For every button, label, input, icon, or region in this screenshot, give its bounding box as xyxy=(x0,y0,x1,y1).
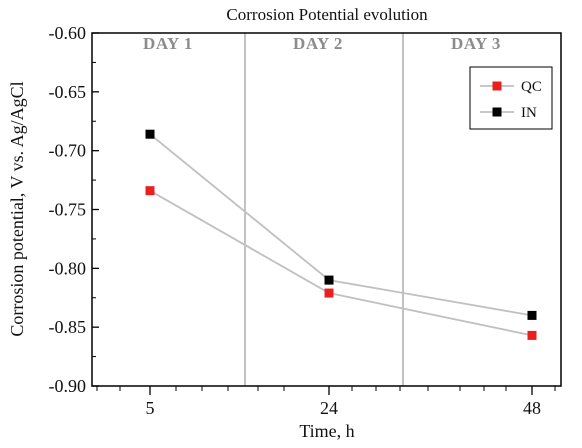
legend-marker-qc xyxy=(492,81,502,91)
legend: QC IN xyxy=(469,66,553,130)
y-tick-label: -0.60 xyxy=(49,23,87,43)
day-labels: DAY 1 DAY 2 DAY 3 xyxy=(143,34,501,53)
series-points xyxy=(145,129,537,340)
legend-label: IN xyxy=(521,105,537,121)
data-point-in xyxy=(527,310,537,320)
series-lines xyxy=(149,133,533,337)
y-tick-label: -0.80 xyxy=(49,258,87,278)
legend-box xyxy=(469,66,553,130)
x-tick-label: 5 xyxy=(146,398,155,418)
data-point-qc xyxy=(145,186,155,196)
data-point-in xyxy=(145,129,155,139)
day-label: DAY 3 xyxy=(451,34,501,53)
legend-label: QC xyxy=(521,79,542,95)
data-point-qc xyxy=(324,288,334,298)
y-tick-label: -0.70 xyxy=(49,141,87,161)
day-label: DAY 1 xyxy=(143,34,193,53)
data-point-in xyxy=(324,275,334,285)
series-line-in xyxy=(149,133,533,317)
x-tick-label: 24 xyxy=(320,398,338,418)
chart-title: Corrosion Potential evolution xyxy=(226,5,428,24)
x-axis: 5 24 48 xyxy=(96,386,556,418)
y-axis: -0.60 -0.65 -0.70 -0.75 -0.80 -0.85 -0.90 xyxy=(49,23,99,396)
y-axis-label: Corrosion potential, V vs. Ag/AgCl xyxy=(7,81,27,336)
series-line-qc xyxy=(149,189,533,337)
x-axis-label: Time, h xyxy=(299,421,354,441)
y-tick-label: -0.75 xyxy=(49,200,87,220)
day-dividers xyxy=(244,33,404,386)
y-tick-label: -0.90 xyxy=(49,376,87,396)
y-tick-label: -0.65 xyxy=(49,82,87,102)
legend-marker-in xyxy=(492,107,502,117)
y-tick-label: -0.85 xyxy=(49,317,87,337)
day-label: DAY 2 xyxy=(293,34,343,53)
x-tick-label: 48 xyxy=(523,398,541,418)
data-point-qc xyxy=(527,330,537,340)
